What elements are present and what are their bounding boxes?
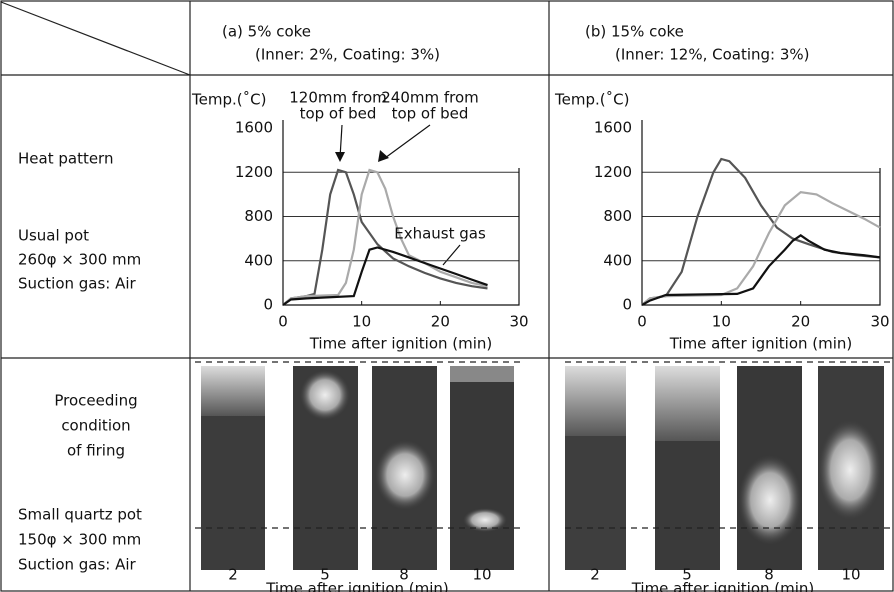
x-tick-label: 30 <box>509 313 528 331</box>
row-label: 260φ × 300 mm <box>18 251 141 269</box>
x-tick-label: 20 <box>431 313 450 331</box>
y-tick-label: 0 <box>622 296 632 314</box>
row-label: Usual pot <box>18 227 89 245</box>
y-tick-label: 1200 <box>235 163 273 181</box>
photo-time: 10 <box>472 566 491 584</box>
y-axis-label: Temp.(˚C) <box>554 91 629 109</box>
x-tick-label: 0 <box>278 313 288 331</box>
plot-frame <box>282 120 520 306</box>
y-tick-label: 1600 <box>594 119 632 137</box>
row-label: of firing <box>67 442 125 460</box>
annotation: 240mm from <box>381 89 479 107</box>
series-line <box>641 233 881 306</box>
y-tick-label: 1200 <box>594 163 632 181</box>
series-line <box>282 168 488 306</box>
photo-time: 5 <box>320 566 330 584</box>
row-label: Proceeding <box>54 392 137 410</box>
row-label: Heat pattern <box>18 150 113 168</box>
row-label: Suction gas: Air <box>18 275 137 293</box>
plot-frame <box>641 120 881 306</box>
series-line <box>641 191 881 306</box>
header: (Inner: 2%, Coating: 3%) <box>255 46 440 64</box>
y-tick-label: 400 <box>603 251 632 269</box>
photo-time: 8 <box>399 566 409 584</box>
x-tick-label: 20 <box>791 313 810 331</box>
annotation-arrows <box>335 124 461 266</box>
series-line <box>641 157 881 306</box>
header: (b) 15% coke <box>585 23 684 41</box>
annotation: 120mm from <box>289 89 387 107</box>
series-line <box>282 168 488 306</box>
y-tick-label: 800 <box>244 207 273 225</box>
photo-time: 2 <box>590 566 600 584</box>
row-label: Small quartz pot <box>18 506 142 524</box>
photo-time: 2 <box>228 566 238 584</box>
header: (Inner: 12%, Coating: 3%) <box>615 46 810 64</box>
photos-b <box>565 361 894 570</box>
photo-time: 10 <box>841 566 860 584</box>
row-label: Suction gas: Air <box>18 556 137 574</box>
y-tick-label: 800 <box>603 207 632 225</box>
row-label: condition <box>61 417 130 435</box>
annotation: top of bed <box>392 105 469 123</box>
annotation: top of bed <box>300 105 377 123</box>
photo-x-label: Time after ignition (min) <box>265 580 449 592</box>
y-tick-label: 400 <box>244 251 273 269</box>
x-tick-label: 10 <box>352 313 371 331</box>
photos-a <box>195 361 520 570</box>
photo-time: 8 <box>764 566 774 584</box>
x-tick-label: 30 <box>870 313 889 331</box>
photo-x-label: Time after ignition (min) <box>631 580 815 592</box>
annotation: Exhaust gas <box>394 225 486 243</box>
row-label: 150φ × 300 mm <box>18 531 141 549</box>
header: (a) 5% coke <box>222 23 311 41</box>
y-tick-label: 0 <box>263 296 273 314</box>
x-tick-label: 0 <box>637 313 647 331</box>
y-axis-label: Temp.(˚C) <box>191 91 266 109</box>
x-axis-label: Time after ignition (min) <box>669 335 853 353</box>
x-tick-label: 10 <box>712 313 731 331</box>
photo-time: 5 <box>682 566 692 584</box>
x-axis-label: Time after ignition (min) <box>309 335 493 353</box>
y-tick-label: 1600 <box>235 119 273 137</box>
series-line <box>282 246 488 306</box>
